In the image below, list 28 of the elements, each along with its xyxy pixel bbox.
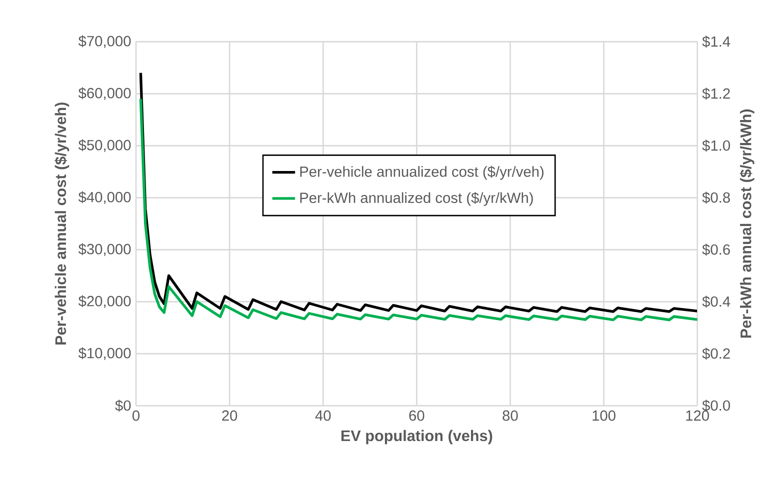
x-tick-label: 120 bbox=[686, 410, 709, 421]
y2-tick-label: $0.4 bbox=[702, 296, 730, 308]
y-tick-label: $30,000 bbox=[78, 243, 131, 256]
y2-tick-label: $1.0 bbox=[702, 140, 730, 152]
x-tick-label: 100 bbox=[592, 410, 616, 421]
y-tick-label: $10,000 bbox=[78, 347, 131, 360]
y-tick-label: $20,000 bbox=[78, 295, 131, 308]
legend-label: Per-vehicle annualized cost ($/yr/veh) bbox=[300, 166, 544, 180]
y2-tick-label: $1.2 bbox=[702, 88, 730, 100]
y2-tick-label: $0.6 bbox=[702, 244, 730, 256]
x-axis-title: EV population (vehs) bbox=[341, 430, 492, 444]
y2-tick-label: $0.2 bbox=[702, 348, 730, 360]
x-tick-label: 40 bbox=[315, 410, 331, 421]
y-axis-title: Per-vehicle annual cost ($/yr/veh) bbox=[54, 102, 70, 345]
x-tick-label: 20 bbox=[222, 410, 238, 421]
y-tick-label: $70,000 bbox=[78, 35, 131, 48]
y2-tick-label: $1.4 bbox=[702, 36, 730, 48]
y2-tick-label: $0.8 bbox=[702, 192, 730, 204]
x-tick-label: 60 bbox=[409, 410, 424, 421]
y-tick-label: $60,000 bbox=[78, 87, 131, 100]
y2-tick-label: $0.0 bbox=[702, 400, 730, 412]
y-tick-label: $40,000 bbox=[78, 191, 131, 204]
x-tick-label: 0 bbox=[132, 410, 140, 421]
legend-label: Per-kWh annualized cost ($/yr/kWh) bbox=[300, 192, 533, 206]
y-tick-label: $50,000 bbox=[78, 139, 131, 152]
y-tick-label: $0 bbox=[115, 400, 131, 412]
x-tick-label: 80 bbox=[502, 410, 518, 421]
y2-axis-title: Per-kWh annual cost ($/yr/kWh) bbox=[740, 109, 754, 338]
